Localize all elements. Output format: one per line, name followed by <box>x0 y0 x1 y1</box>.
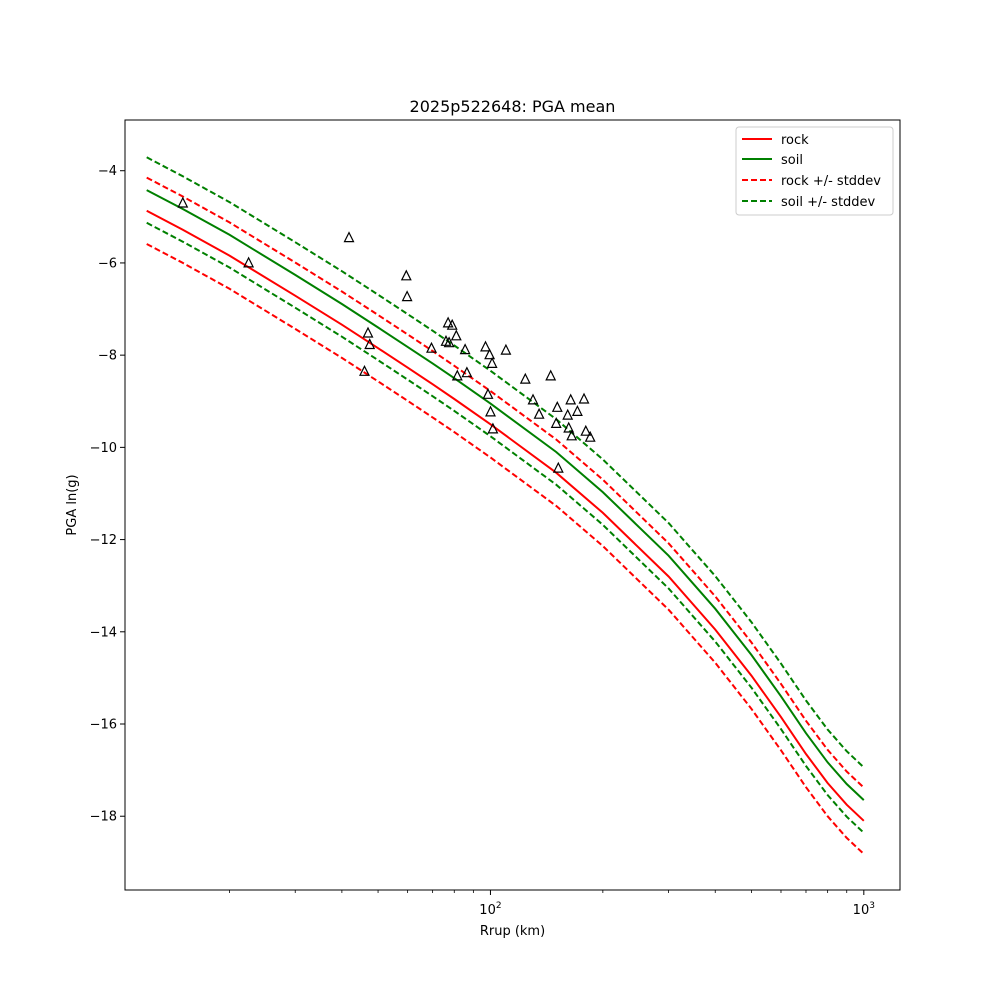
series-line-0 <box>146 209 865 822</box>
observation-point-18 <box>482 387 494 399</box>
observation-point-17 <box>480 340 491 352</box>
observation-point-26 <box>533 407 545 419</box>
y-axis-label: PGA ln(g) <box>65 474 80 535</box>
observation-point-38 <box>584 430 596 442</box>
x-tick-label: 102 <box>479 901 501 918</box>
plot-area <box>146 156 865 855</box>
y-tick-label: −10 <box>90 441 117 456</box>
observation-point-37 <box>580 424 592 436</box>
observation-point-2 <box>343 231 355 243</box>
y-tick-label: −6 <box>98 256 117 271</box>
observation-point-28 <box>550 417 562 428</box>
observation-point-31 <box>562 408 574 420</box>
observation-point-0 <box>177 196 189 208</box>
y-tick-label: −18 <box>90 810 117 825</box>
observation-point-27 <box>545 369 557 381</box>
plot-frame <box>124 119 901 891</box>
observation-point-10 <box>442 316 454 328</box>
observation-point-24 <box>519 372 531 384</box>
y-tick-label: −4 <box>98 164 117 179</box>
observation-point-6 <box>400 269 412 281</box>
series-line-5 <box>146 221 865 834</box>
observation-point-23 <box>500 343 512 355</box>
y-tick-label: −16 <box>90 718 117 733</box>
x-axis-label: Rrup (km) <box>480 924 545 939</box>
legend-soil-label: soil <box>781 153 803 168</box>
legend: rock soil rock +/- stddev soil +/- stdde… <box>735 126 894 216</box>
legend-box <box>735 126 894 216</box>
y-axis: −4 −6 −8 −10 −12 −14 −16 −18 <box>90 164 125 825</box>
y-tick-label: −12 <box>90 533 117 548</box>
observation-point-30 <box>552 461 564 473</box>
observation-point-11 <box>443 336 455 348</box>
series-line-3 <box>146 243 865 855</box>
observation-point-36 <box>578 392 590 404</box>
observation-point-3 <box>359 364 370 376</box>
observation-point-32 <box>563 421 575 433</box>
series-line-2 <box>146 176 865 789</box>
legend-soil-stddev-label: soil +/- stddev <box>781 195 876 210</box>
observation-point-29 <box>551 400 563 412</box>
chart-title: 2025p522648: PGA mean <box>410 97 616 116</box>
y-tick-label: −8 <box>98 349 117 364</box>
x-tick-label: 103 <box>853 901 875 918</box>
observation-point-35 <box>571 405 583 416</box>
observation-point-34 <box>566 429 578 441</box>
legend-rock-stddev-label: rock +/- stddev <box>781 174 881 189</box>
observation-point-33 <box>565 393 577 405</box>
x-axis: 102 103 <box>229 890 875 918</box>
observation-point-22 <box>487 422 499 434</box>
observation-point-14 <box>451 369 463 381</box>
observation-point-19 <box>484 348 496 360</box>
y-tick-label: −14 <box>90 625 117 640</box>
series-line-1 <box>146 189 865 801</box>
observation-point-25 <box>527 393 539 405</box>
legend-rock-label: rock <box>781 133 809 148</box>
observation-point-21 <box>486 357 498 368</box>
observation-point-7 <box>401 290 413 302</box>
observation-point-5 <box>364 338 376 350</box>
observation-point-12 <box>446 318 458 330</box>
observation-point-9 <box>440 334 452 346</box>
observation-point-4 <box>362 326 374 338</box>
observation-point-20 <box>485 405 496 417</box>
observation-point-15 <box>459 343 471 355</box>
observation-point-1 <box>243 256 255 268</box>
series-line-4 <box>146 156 865 769</box>
observation-point-8 <box>426 341 437 353</box>
observation-point-13 <box>450 329 462 341</box>
observation-point-16 <box>461 366 473 378</box>
